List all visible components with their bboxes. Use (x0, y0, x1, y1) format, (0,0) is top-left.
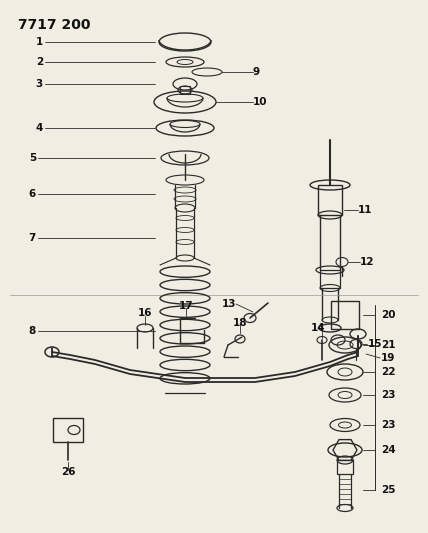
Text: 7717 200: 7717 200 (18, 18, 90, 32)
Text: 21: 21 (381, 340, 395, 350)
Text: 8: 8 (29, 326, 36, 336)
Text: 2: 2 (36, 57, 43, 67)
Text: 7: 7 (29, 233, 36, 243)
Text: 25: 25 (381, 485, 395, 495)
Text: 17: 17 (178, 301, 193, 311)
Text: 6: 6 (29, 189, 36, 199)
Text: 11: 11 (358, 205, 372, 215)
Bar (337, 460, 353, 474)
Bar (331, 301, 359, 329)
Text: 9: 9 (253, 67, 260, 77)
Text: 5: 5 (29, 153, 36, 163)
Text: 24: 24 (381, 445, 395, 455)
Bar (53, 418, 83, 442)
Text: 1: 1 (36, 37, 43, 47)
Text: 23: 23 (381, 420, 395, 430)
Text: 15: 15 (368, 339, 383, 349)
Text: 18: 18 (233, 318, 247, 328)
Text: 26: 26 (61, 467, 75, 477)
Text: 14: 14 (311, 323, 325, 333)
Text: 16: 16 (138, 308, 152, 318)
Text: 12: 12 (360, 257, 374, 267)
Text: 20: 20 (381, 310, 395, 320)
Text: 10: 10 (253, 97, 268, 107)
Bar (320, 270, 340, 288)
Text: 4: 4 (36, 123, 43, 133)
Text: 13: 13 (222, 299, 236, 309)
Bar (180, 86, 190, 94)
Bar (318, 185, 342, 215)
Text: 3: 3 (36, 79, 43, 89)
Text: 19: 19 (381, 353, 395, 363)
Text: 23: 23 (381, 390, 395, 400)
Text: 22: 22 (381, 367, 395, 377)
